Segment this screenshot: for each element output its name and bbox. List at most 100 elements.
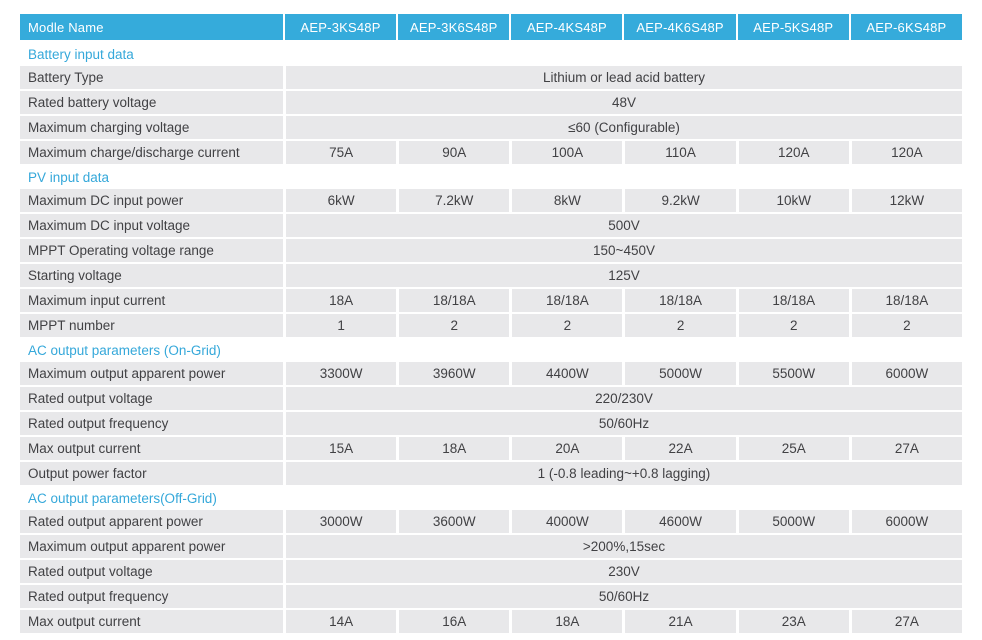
row-label-cell: MPPT number [20, 314, 283, 337]
row-value-cell: 2 [625, 314, 736, 337]
table-row: Maximum output apparent power 3300W 3960W 4… [20, 362, 962, 385]
row-span-value-cell: 220/230V [286, 387, 962, 410]
section-title: AC output parameters (On-Grid) [20, 339, 962, 361]
header-model-cell: AEP-3K6S48P [398, 14, 510, 40]
row-label-cell: Rated output frequency [20, 585, 283, 608]
row-value-cell: 22A [625, 437, 736, 460]
row-value-cell: 4600W [625, 510, 736, 533]
row-value-cell: 15A [286, 437, 397, 460]
table-row: Maximum output apparent power >200%,15sec [20, 535, 962, 558]
row-label-cell: Maximum output apparent power [20, 535, 283, 558]
row-label-cell: Maximum DC input voltage [20, 214, 283, 237]
header-model-cell: AEP-3KS48P [285, 14, 397, 40]
row-value-cell: 16A [399, 610, 510, 633]
table-row: Rated battery voltage 48V [20, 91, 962, 114]
row-span-value-cell: 48V [286, 91, 962, 114]
row-value-cell: 2 [512, 314, 623, 337]
table-row: Rated output frequency 50/60Hz [20, 585, 962, 608]
header-model-cell: AEP-6KS48P [850, 14, 962, 40]
row-value-cell: 120A [738, 141, 849, 164]
row-value-cell: 6000W [851, 510, 962, 533]
row-value-cell: 3000W [286, 510, 397, 533]
section-title: Battery input data [20, 43, 962, 65]
row-value-cell: 10kW [738, 189, 849, 212]
row-span-value-cell: Lithium or lead acid battery [286, 66, 962, 89]
row-label-cell: Maximum DC input power [20, 189, 283, 212]
row-value-cell: 18/18A [738, 289, 849, 312]
row-label-cell: Rated output frequency [20, 412, 283, 435]
header-model-cell: AEP-5KS48P [737, 14, 849, 40]
row-value-cell: 1 [286, 314, 397, 337]
row-span-value-cell: 150~450V [286, 239, 962, 262]
table-row: Maximum DC input voltage 500V [20, 214, 962, 237]
section-title: PV input data [20, 166, 962, 188]
row-value-cell: 2 [399, 314, 510, 337]
table-row: Rated output frequency 50/60Hz [20, 412, 962, 435]
row-span-value-cell: >200%,15sec [286, 535, 962, 558]
row-label-cell: Maximum charging voltage [20, 116, 283, 139]
row-value-cell: 12kW [851, 189, 962, 212]
row-value-cell: 2 [738, 314, 849, 337]
row-label-cell: Maximum input current [20, 289, 283, 312]
row-value-cell: 9.2kW [625, 189, 736, 212]
row-value-cell: 2 [851, 314, 962, 337]
table-row: Maximum charging voltage ≤60 (Configurabl… [20, 116, 962, 139]
row-value-cell: 7.2kW [399, 189, 510, 212]
row-value-cell: 18/18A [512, 289, 623, 312]
table-row: MPPT Operating voltage range 150~450V [20, 239, 962, 262]
row-span-value-cell: 125V [286, 264, 962, 287]
table-row: Starting voltage 125V [20, 264, 962, 287]
row-span-value-cell: 50/60Hz [286, 412, 962, 435]
row-value-cell: 6kW [286, 189, 397, 212]
row-value-cell: 110A [625, 141, 736, 164]
row-value-cell: 18/18A [851, 289, 962, 312]
row-span-value-cell: 230V [286, 560, 962, 583]
section-title: AC output parameters(Off-Grid) [20, 487, 962, 509]
row-value-cell: 18/18A [625, 289, 736, 312]
row-span-value-cell: 50/60Hz [286, 585, 962, 608]
row-value-cell: 4400W [512, 362, 623, 385]
row-label-cell: Max output current [20, 437, 283, 460]
row-span-value-cell: ≤60 (Configurable) [286, 116, 962, 139]
row-label-cell: Rated battery voltage [20, 91, 283, 114]
row-label-cell: Battery Type [20, 66, 283, 89]
row-value-cell: 5500W [738, 362, 849, 385]
table-row: MPPT number 1 2 2 2 2 2 [20, 314, 962, 337]
table-row: Output power factor 1 (-0.8 leading~+0.8 … [20, 462, 962, 485]
table-row: Rated output voltage 220/230V [20, 387, 962, 410]
table-row: Rated output apparent power 3000W 3600W 400… [20, 510, 962, 533]
row-value-cell: 5000W [738, 510, 849, 533]
row-value-cell: 3960W [399, 362, 510, 385]
row-value-cell: 18A [512, 610, 623, 633]
row-label-cell: Rated output voltage [20, 560, 283, 583]
row-value-cell: 18A [399, 437, 510, 460]
table-row: Max output current 15A 18A 20A 22A 25A 27A [20, 437, 962, 460]
row-value-cell: 90A [399, 141, 510, 164]
row-label-cell: Output power factor [20, 462, 283, 485]
header-model-cell: AEP-4KS48P [511, 14, 623, 40]
row-value-cell: 27A [851, 437, 962, 460]
row-span-value-cell: 500V [286, 214, 962, 237]
row-label-cell: MPPT Operating voltage range [20, 239, 283, 262]
header-corner-cell: Modle Name [20, 14, 283, 40]
row-label-cell: Rated output voltage [20, 387, 283, 410]
table-row: Battery Type Lithium or lead acid battery [20, 66, 962, 89]
row-label-cell: Rated output apparent power [20, 510, 283, 533]
row-value-cell: 25A [738, 437, 849, 460]
row-value-cell: 5000W [625, 362, 736, 385]
row-value-cell: 100A [512, 141, 623, 164]
header-model-cell: AEP-4K6S48P [624, 14, 736, 40]
row-value-cell: 75A [286, 141, 397, 164]
row-value-cell: 18A [286, 289, 397, 312]
table-row: Maximum input current 18A 18/18A 18/18A 18/1… [20, 289, 962, 312]
row-value-cell: 4000W [512, 510, 623, 533]
row-value-cell: 18/18A [399, 289, 510, 312]
row-value-cell: 14A [286, 610, 397, 633]
row-value-cell: 3600W [399, 510, 510, 533]
table-header-row: Modle Name AEP-3KS48P AEP-3K6S48P AEP-4KS4… [20, 14, 962, 40]
table-row: Max output current 14A 16A 18A 21A 23A 27A [20, 610, 962, 633]
row-value-cell: 3300W [286, 362, 397, 385]
table-row: Maximum DC input power 6kW 7.2kW 8kW 9.2kW 10… [20, 189, 962, 212]
row-value-cell: 27A [851, 610, 962, 633]
spec-table-body: Battery input data Battery Type Lithium or… [20, 43, 962, 633]
